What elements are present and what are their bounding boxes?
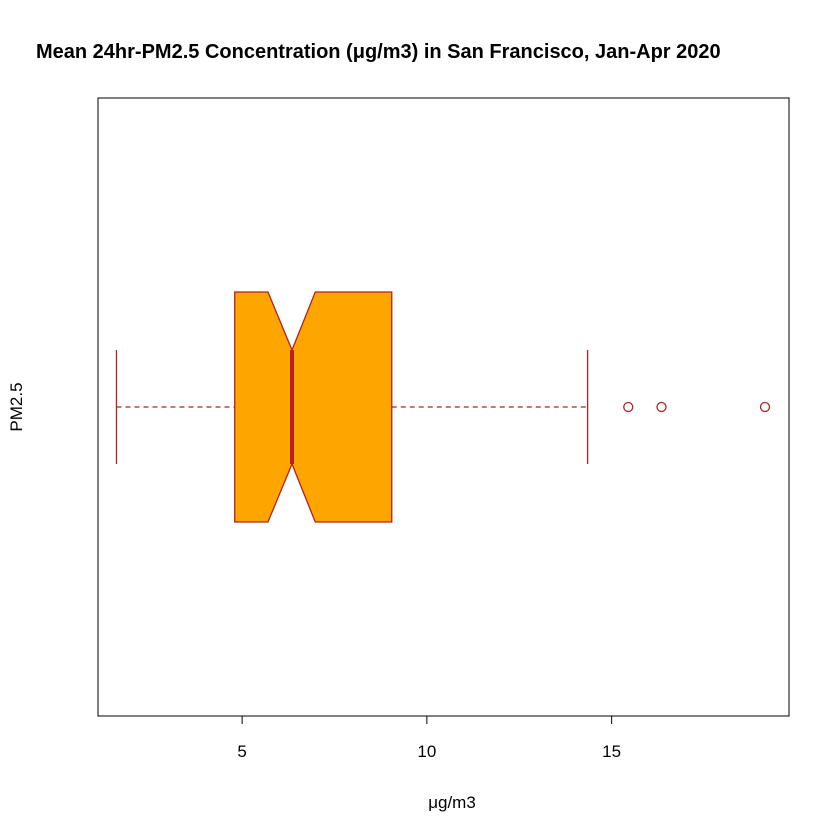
y-axis-label: PM2.5 bbox=[7, 382, 26, 431]
chart-title: Mean 24hr-PM2.5 Concentration (μg/m3) in… bbox=[36, 41, 721, 63]
x-tick-label: 5 bbox=[237, 742, 246, 761]
outlier-point bbox=[656, 401, 667, 413]
outlier-point bbox=[759, 401, 771, 413]
boxplot bbox=[115, 291, 771, 523]
box-body bbox=[234, 291, 393, 523]
x-axis-label: μg/m3 bbox=[428, 793, 476, 812]
x-tick-label: 10 bbox=[417, 742, 436, 761]
x-tick-label: 15 bbox=[602, 742, 621, 761]
x-axis: 5 10 15 bbox=[237, 715, 621, 761]
outlier-point bbox=[623, 401, 634, 413]
